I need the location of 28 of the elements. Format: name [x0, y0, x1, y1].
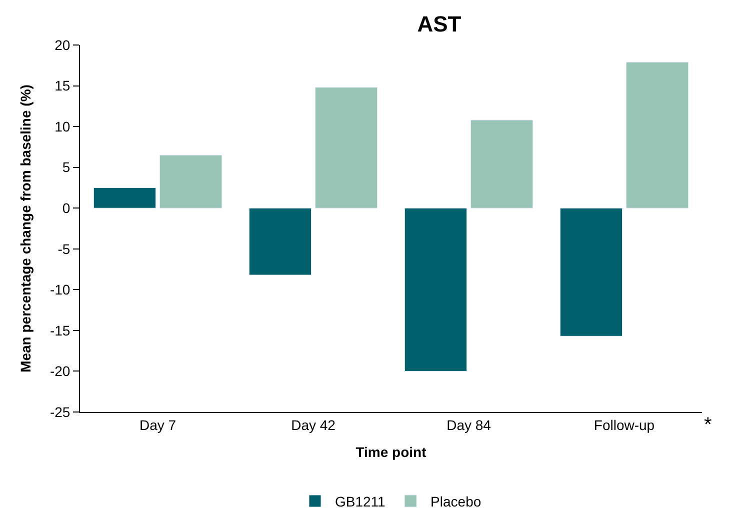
- y-tick-label: -25: [50, 404, 70, 420]
- bar: [626, 62, 689, 208]
- bar: [314, 87, 378, 208]
- legend-label: Placebo: [430, 493, 482, 510]
- x-axis-title: Time point: [356, 444, 427, 460]
- bar: [560, 208, 623, 336]
- bar: [93, 187, 156, 208]
- y-tick-label: -20: [50, 363, 70, 380]
- y-tick-label: 0: [62, 200, 70, 216]
- y-tick-label: 20: [54, 36, 70, 53]
- chart-title: AST: [417, 11, 462, 36]
- y-axis-title: Mean percentage change from baseline (%): [18, 84, 34, 372]
- bar: [404, 208, 468, 372]
- x-tick-label: Follow-up: [594, 416, 655, 433]
- y-tick-label: -5: [58, 240, 70, 257]
- x-tick-label: Day 7: [139, 416, 176, 433]
- y-tick-label: 10: [54, 118, 70, 134]
- text: *: [704, 414, 712, 436]
- y-tick-label: -10: [50, 282, 70, 298]
- bar: [470, 120, 534, 208]
- y-tick-label: -15: [50, 322, 70, 338]
- legend-label: GB1211: [335, 493, 386, 510]
- y-tick-label: 15: [54, 78, 70, 94]
- y-tick-label: 5: [62, 159, 70, 176]
- x-tick-label: Day 42: [291, 416, 336, 433]
- bar: [248, 208, 312, 276]
- bar: [159, 154, 222, 208]
- x-tick-label: Day 84: [446, 416, 492, 433]
